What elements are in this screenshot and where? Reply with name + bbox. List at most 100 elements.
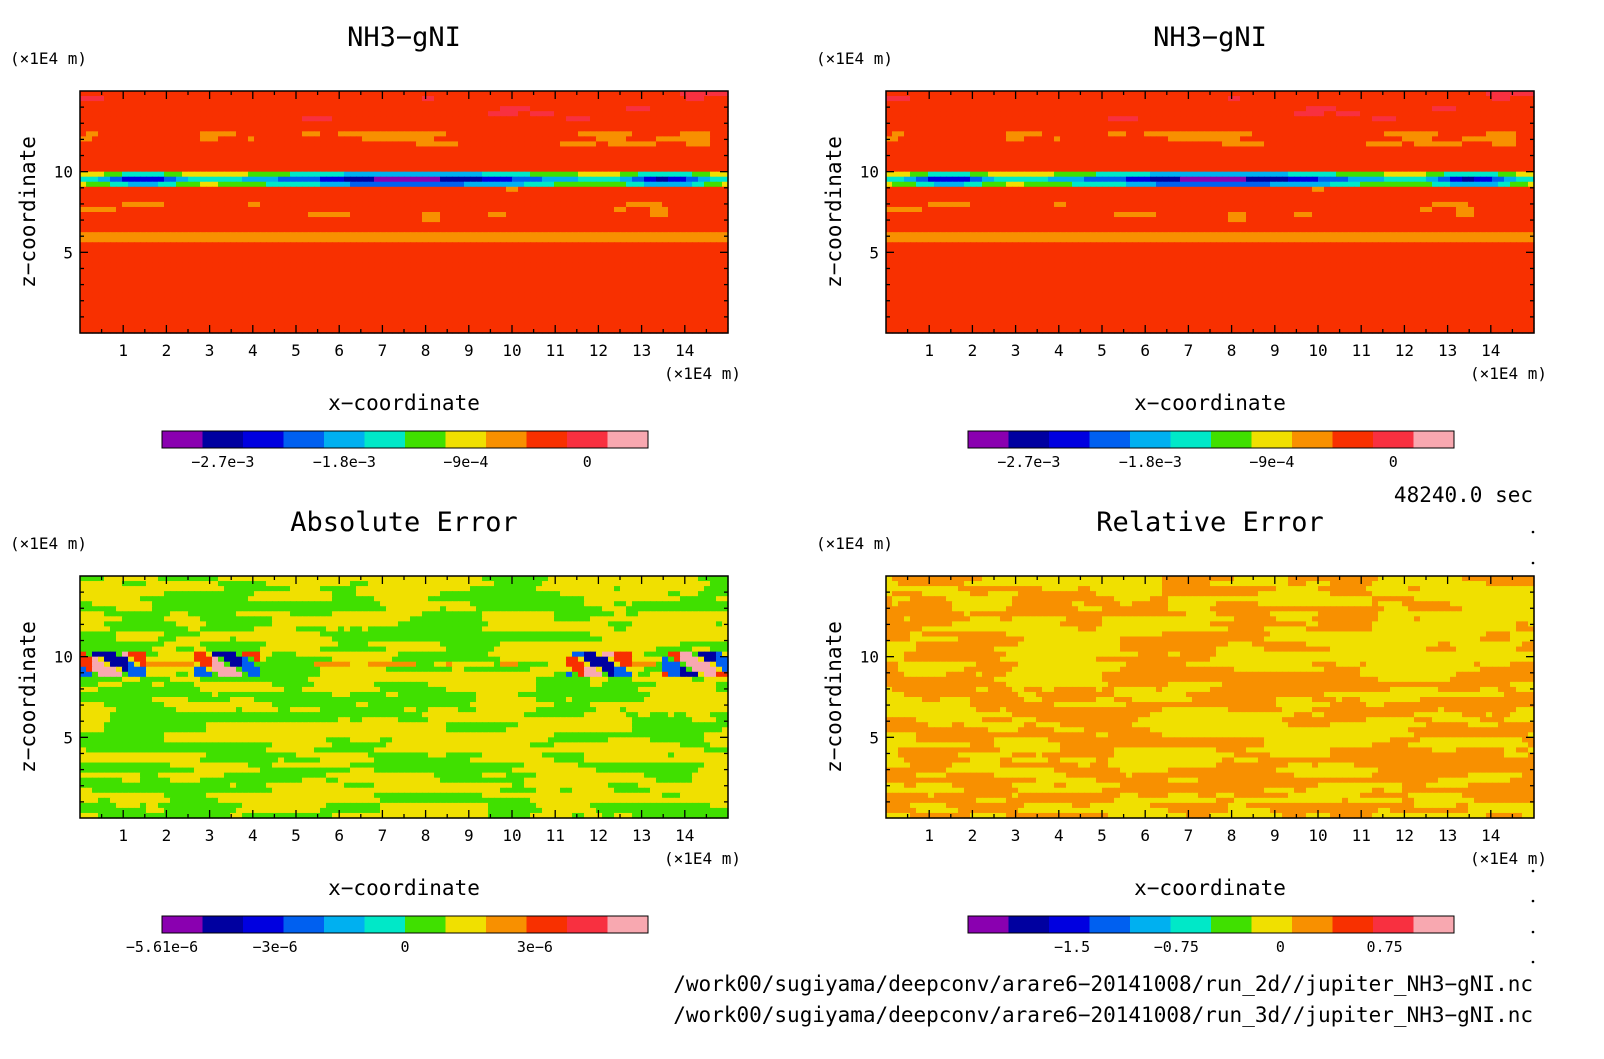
heatmap-cell: [194, 167, 201, 173]
heatmap-cell: [476, 237, 483, 243]
heatmap-cell: [446, 167, 453, 173]
heatmap-cell: [386, 202, 393, 208]
heatmap-cell: [158, 121, 165, 127]
heatmap-cell: [470, 222, 477, 228]
heatmap-cell: [542, 121, 549, 127]
heatmap-cell: [158, 167, 165, 173]
heatmap-cell: [620, 121, 627, 127]
heatmap-cell: [410, 116, 417, 122]
heatmap-cell: [344, 283, 351, 289]
heatmap-cell: [176, 222, 183, 228]
heatmap-cell: [308, 267, 315, 273]
heatmap-cell: [488, 222, 495, 228]
heatmap-cell: [122, 298, 129, 304]
heatmap-cell: [416, 106, 423, 112]
heatmap-cell: [350, 136, 357, 142]
heatmap-cell: [512, 96, 519, 102]
heatmap-cell: [374, 96, 381, 102]
heatmap-cell: [386, 288, 393, 294]
heatmap-cell: [104, 202, 111, 208]
heatmap-cell: [260, 182, 267, 188]
heatmap-cell: [320, 283, 327, 289]
heatmap-cell: [206, 146, 213, 152]
heatmap-cell: [80, 237, 87, 243]
heatmap-cell: [404, 197, 411, 203]
heatmap-cell: [350, 308, 357, 314]
heatmap-cell: [704, 283, 711, 289]
heatmap-cell: [554, 131, 561, 137]
heatmap-cell: [518, 278, 525, 284]
heatmap-cell: [482, 197, 489, 203]
heatmap-cell: [524, 212, 531, 218]
heatmap-cell: [422, 136, 429, 142]
heatmap-cell: [692, 182, 699, 188]
heatmap-cell: [716, 136, 723, 142]
heatmap-cell: [602, 187, 609, 193]
heatmap-cell: [140, 227, 147, 233]
heatmap-cell: [230, 146, 237, 152]
heatmap-cell: [236, 293, 243, 299]
heatmap-cell: [128, 323, 135, 329]
heatmap-cell: [98, 313, 105, 319]
heatmap-cell: [344, 237, 351, 243]
heatmap-cell: [242, 288, 249, 294]
heatmap-cell: [716, 197, 723, 203]
heatmap-cell: [470, 313, 477, 319]
heatmap-cell: [638, 318, 645, 324]
heatmap-cell: [152, 197, 159, 203]
heatmap-cell: [638, 212, 645, 218]
heatmap-cell: [272, 197, 279, 203]
heatmap-cell: [188, 267, 195, 273]
heatmap-cell: [560, 222, 567, 228]
heatmap-cell: [410, 91, 417, 97]
heatmap-cell: [680, 273, 687, 279]
heatmap-cell: [506, 167, 513, 173]
heatmap-cell: [152, 192, 159, 198]
heatmap-cell: [278, 182, 285, 188]
heatmap-cell: [692, 96, 699, 102]
heatmap-cell: [716, 207, 723, 213]
heatmap-cell: [506, 232, 513, 238]
heatmap-cell: [200, 313, 207, 319]
heatmap-cell: [452, 318, 459, 324]
heatmap-cell: [98, 323, 105, 329]
heatmap-cell: [218, 207, 225, 213]
heatmap-cell: [182, 116, 189, 122]
heatmap-cell: [536, 242, 543, 248]
heatmap-cell: [98, 283, 105, 289]
heatmap-cell: [668, 167, 675, 173]
heatmap-cell: [572, 227, 579, 233]
heatmap-cell: [650, 318, 657, 324]
heatmap-cell: [338, 121, 345, 127]
heatmap-cell: [536, 232, 543, 238]
heatmap-cell: [374, 177, 381, 183]
heatmap-cell: [656, 283, 663, 289]
heatmap-cell: [362, 293, 369, 299]
heatmap-cell: [440, 192, 447, 198]
heatmap-cell: [404, 152, 411, 158]
heatmap-cell: [170, 207, 177, 213]
heatmap-cell: [680, 217, 687, 223]
heatmap-cell: [362, 318, 369, 324]
heatmap-cell: [134, 293, 141, 299]
heatmap-cell: [320, 106, 327, 112]
heatmap-cell: [608, 267, 615, 273]
heatmap-cell: [716, 126, 723, 132]
heatmap-cell: [518, 177, 525, 183]
heatmap-cell: [392, 217, 399, 223]
heatmap-cell: [278, 192, 285, 198]
heatmap-cell: [644, 308, 651, 314]
heatmap-cell: [572, 96, 579, 102]
heatmap-cell: [374, 293, 381, 299]
heatmap-cell: [266, 167, 273, 173]
heatmap-cell: [686, 91, 693, 97]
heatmap-cell: [494, 121, 501, 127]
heatmap-cell: [278, 136, 285, 142]
heatmap-cell: [572, 141, 579, 147]
heatmap-cell: [470, 262, 477, 268]
heatmap-cell: [668, 91, 675, 97]
heatmap-cell: [380, 217, 387, 223]
heatmap-cell: [416, 252, 423, 258]
heatmap-cell: [506, 217, 513, 223]
heatmap-cell: [218, 222, 225, 228]
